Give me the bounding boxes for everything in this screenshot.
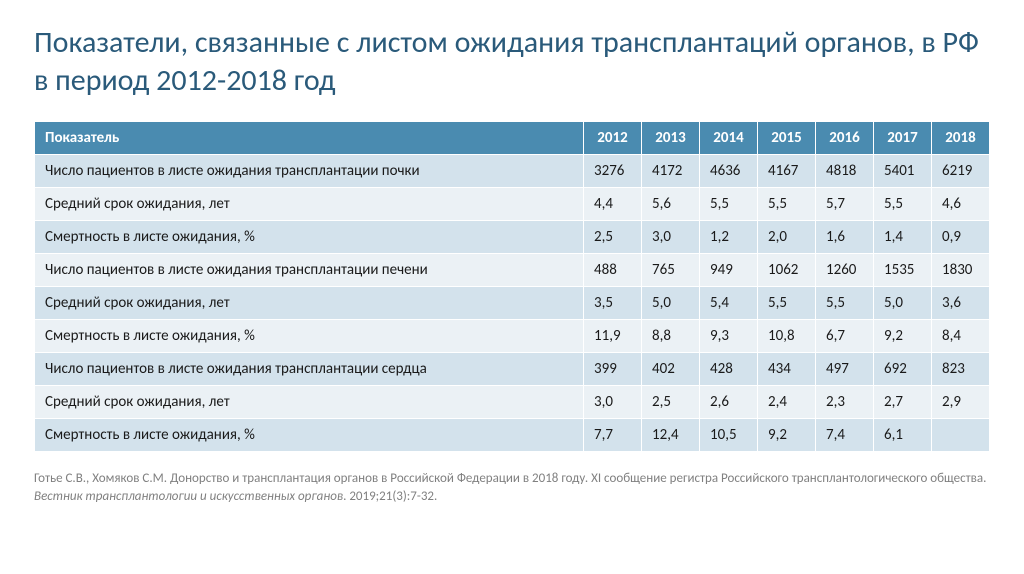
cell-value: 3,0: [642, 221, 700, 254]
table-row: Смертность в листе ожидания, %2,53,01,22…: [35, 221, 990, 254]
cell-value: 2,0: [758, 221, 816, 254]
cell-value: 5,5: [700, 188, 758, 221]
row-label: Средний срок ожидания, лет: [35, 287, 584, 320]
cell-value: 1260: [816, 254, 874, 287]
row-label: Смертность в листе ожидания, %: [35, 419, 584, 452]
cell-value: 4172: [642, 155, 700, 188]
cell-value: 823: [932, 353, 990, 386]
cell-value: 5,0: [642, 287, 700, 320]
cell-value: 6,7: [816, 320, 874, 353]
cell-value: 5,5: [758, 188, 816, 221]
cell-value: 9,3: [700, 320, 758, 353]
cell-value: 399: [584, 353, 642, 386]
cell-value: 2,6: [700, 386, 758, 419]
cell-value: 2,7: [874, 386, 932, 419]
row-label: Число пациентов в листе ожидания транспл…: [35, 155, 584, 188]
cell-value: 5,6: [642, 188, 700, 221]
cell-value: 11,9: [584, 320, 642, 353]
cell-value: 5,4: [700, 287, 758, 320]
table-row: Число пациентов в листе ожидания транспл…: [35, 254, 990, 287]
cell-value: 2,3: [816, 386, 874, 419]
cell-value: 5,5: [874, 188, 932, 221]
header-year: 2012: [584, 122, 642, 155]
cell-value: 488: [584, 254, 642, 287]
cell-value: 5401: [874, 155, 932, 188]
cell-value: 8,4: [932, 320, 990, 353]
table-row: Средний срок ожидания, лет3,02,52,62,42,…: [35, 386, 990, 419]
cell-value: 1,4: [874, 221, 932, 254]
cell-value: 7,7: [584, 419, 642, 452]
header-label: Показатель: [35, 122, 584, 155]
cell-value: 0,9: [932, 221, 990, 254]
page-title: Показатели, связанные с листом ожидания …: [34, 24, 990, 99]
cell-value: 5,0: [874, 287, 932, 320]
cell-value: 8,8: [642, 320, 700, 353]
cell-value: 6219: [932, 155, 990, 188]
cell-value: 6,1: [874, 419, 932, 452]
row-label: Средний срок ожидания, лет: [35, 188, 584, 221]
table-row: Число пациентов в листе ожидания транспл…: [35, 353, 990, 386]
cell-value: 9,2: [874, 320, 932, 353]
table-row: Средний срок ожидания, лет3,55,05,45,55,…: [35, 287, 990, 320]
cell-value: 10,8: [758, 320, 816, 353]
table-row: Средний срок ожидания, лет4,45,65,55,55,…: [35, 188, 990, 221]
cell-value: 434: [758, 353, 816, 386]
cell-value: 1,2: [700, 221, 758, 254]
cell-value: 1,6: [816, 221, 874, 254]
cell-value: 1535: [874, 254, 932, 287]
header-year: 2016: [816, 122, 874, 155]
cell-value: 497: [816, 353, 874, 386]
table-row: Смертность в листе ожидания, %11,98,89,3…: [35, 320, 990, 353]
cell-value: 2,9: [932, 386, 990, 419]
cell-value: 765: [642, 254, 700, 287]
header-year: 2014: [700, 122, 758, 155]
data-table: Показатель 2012 2013 2014 2015 2016 2017…: [34, 121, 990, 452]
cell-value: 12,4: [642, 419, 700, 452]
cell-value: 4636: [700, 155, 758, 188]
cell-value: 1830: [932, 254, 990, 287]
header-year: 2015: [758, 122, 816, 155]
cell-value: 5,5: [816, 287, 874, 320]
row-label: Смертность в листе ожидания, %: [35, 320, 584, 353]
cell-value: 2,5: [584, 221, 642, 254]
citation-suffix: . 2019;21(3):7-32.: [343, 489, 437, 504]
row-label: Средний срок ожидания, лет: [35, 386, 584, 419]
cell-value: 10,5: [700, 419, 758, 452]
cell-value: 4167: [758, 155, 816, 188]
cell-value: 949: [700, 254, 758, 287]
cell-value: 9,2: [758, 419, 816, 452]
cell-value: 692: [874, 353, 932, 386]
cell-value: 2,4: [758, 386, 816, 419]
cell-value: 4,6: [932, 188, 990, 221]
header-year: 2017: [874, 122, 932, 155]
header-year: 2018: [932, 122, 990, 155]
table-header-row: Показатель 2012 2013 2014 2015 2016 2017…: [35, 122, 990, 155]
cell-value: 3,0: [584, 386, 642, 419]
header-year: 2013: [642, 122, 700, 155]
cell-value: 3276: [584, 155, 642, 188]
cell-value: 428: [700, 353, 758, 386]
row-label: Смертность в листе ожидания, %: [35, 221, 584, 254]
cell-value: 402: [642, 353, 700, 386]
row-label: Число пациентов в листе ожидания транспл…: [35, 353, 584, 386]
cell-value: 3,5: [584, 287, 642, 320]
row-label: Число пациентов в листе ожидания транспл…: [35, 254, 584, 287]
citation-journal: Вестник трансплантологии и искусственных…: [34, 489, 343, 504]
cell-value: [932, 419, 990, 452]
cell-value: 2,5: [642, 386, 700, 419]
cell-value: 3,6: [932, 287, 990, 320]
citation-prefix: Готье С.В., Хомяков С.М. Донорство и тра…: [34, 471, 986, 486]
table-row: Смертность в листе ожидания, %7,712,410,…: [35, 419, 990, 452]
cell-value: 4818: [816, 155, 874, 188]
cell-value: 5,7: [816, 188, 874, 221]
cell-value: 4,4: [584, 188, 642, 221]
cell-value: 1062: [758, 254, 816, 287]
cell-value: 5,5: [758, 287, 816, 320]
cell-value: 7,4: [816, 419, 874, 452]
citation: Готье С.В., Хомяков С.М. Донорство и тра…: [34, 470, 990, 505]
table-row: Число пациентов в листе ожидания транспл…: [35, 155, 990, 188]
